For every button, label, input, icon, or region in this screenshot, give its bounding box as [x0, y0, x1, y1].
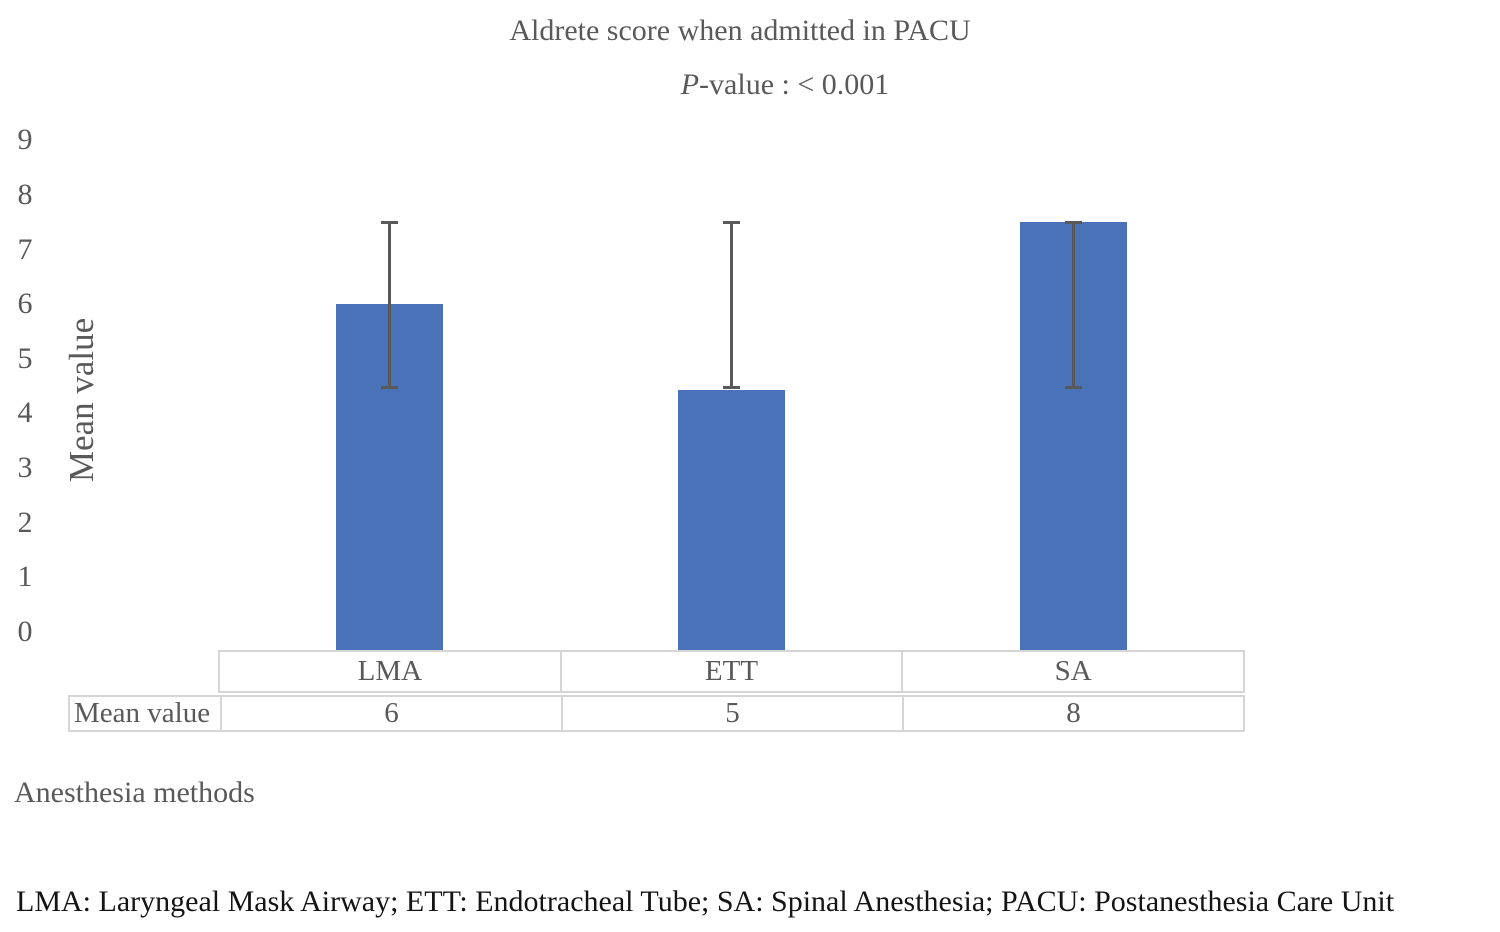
p-value-text: -value : < 0.001 — [699, 68, 890, 101]
y-tick-label-5: 5 — [17, 341, 33, 375]
table-value-cell-ett: 5 — [561, 697, 902, 730]
error-bar-cap-bottom — [723, 385, 740, 389]
y-tick-label-6: 6 — [17, 287, 33, 321]
data-table-category-row: LMA ETT SA — [218, 650, 1245, 693]
table-category-cell-sa: SA — [901, 652, 1243, 691]
error-bar-cap-bottom — [380, 385, 398, 389]
error-bar-line — [730, 220, 733, 389]
bar-ett — [678, 389, 785, 650]
y-tick-label-9: 9 — [17, 123, 33, 157]
y-tick-label-7: 7 — [17, 232, 33, 266]
error-bar-lma — [380, 220, 398, 389]
error-bar-cap-top — [723, 220, 740, 224]
y-tick-label-2: 2 — [17, 505, 33, 539]
chart-subtitle: P-value : < 0.001 — [70, 66, 1500, 103]
error-bar-ett — [723, 220, 740, 389]
table-value-cell-lma: 6 — [220, 697, 561, 730]
error-bar-line — [387, 220, 391, 389]
error-bar-line — [1072, 220, 1076, 389]
y-tick-label-8: 8 — [17, 177, 33, 211]
error-bar-cap-bottom — [1065, 385, 1083, 389]
error-bar-cap-top — [380, 220, 398, 224]
table-value-cell-sa: 8 — [902, 697, 1243, 730]
y-tick-label-1: 1 — [17, 560, 33, 594]
y-tick-label-4: 4 — [17, 396, 33, 430]
table-category-cell-lma: LMA — [357, 655, 423, 687]
x-axis-label: Anesthesia methods — [14, 776, 255, 809]
p-value-symbol: P — [680, 68, 700, 101]
y-tick-label-3: 3 — [17, 451, 33, 485]
error-bar-sa — [1065, 220, 1083, 389]
error-bar-cap-top — [1065, 220, 1083, 224]
data-table-row-label: Mean value — [74, 697, 211, 729]
y-axis-label: Mean value — [62, 317, 101, 483]
abbreviation-footnote: LMA: Laryngeal Mask Airway; ETT: Endotra… — [16, 885, 1395, 918]
y-tick-label-0: 0 — [17, 615, 33, 648]
chart-title: Aldrete score when admitted in PACU — [509, 14, 971, 47]
table-category-cell-ett: ETT — [559, 652, 902, 691]
